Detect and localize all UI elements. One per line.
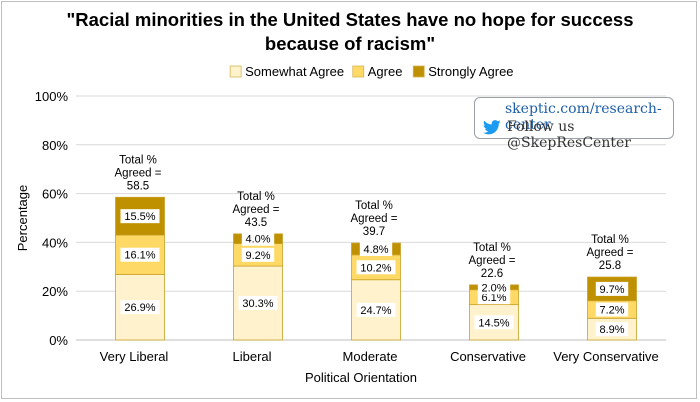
data-label-box	[241, 247, 275, 262]
y-tick-label: 40%	[42, 235, 68, 250]
total-label: 39.7	[363, 226, 385, 238]
total-label: Agreed =	[587, 247, 634, 259]
data-label: 16.1%	[124, 250, 155, 262]
data-label-box	[120, 209, 160, 224]
y-tick-label: 0%	[49, 333, 68, 348]
x-axis-label: Political Orientation	[305, 370, 417, 385]
x-tick-label: Very Liberal	[100, 349, 169, 364]
data-label: 9.7%	[599, 284, 624, 296]
total-label: 22.6	[481, 268, 503, 280]
x-tick-label: Liberal	[232, 349, 271, 364]
data-label-box	[595, 281, 629, 296]
badge-follow-text[interactable]: Follow us @SkepResCenter	[507, 119, 631, 151]
data-label-box	[356, 260, 396, 275]
data-label-box	[595, 322, 629, 337]
total-label: Agreed =	[233, 204, 280, 216]
attribution-badge[interactable]: skeptic.com/research-center Follow us @S…	[474, 97, 674, 151]
total-label: Total %	[355, 200, 393, 212]
total-label: Agreed =	[351, 213, 398, 225]
data-label: 10.2%	[360, 262, 391, 274]
total-label: Agreed =	[115, 167, 162, 179]
y-tick-label: 100%	[35, 89, 69, 104]
legend-label: Strongly Agree	[428, 64, 513, 79]
badge-url[interactable]: skeptic.com/research-center	[505, 101, 662, 133]
data-label-box	[241, 231, 275, 246]
data-label-box	[120, 300, 160, 315]
data-label: 24.7%	[360, 305, 391, 317]
total-label: 25.8	[599, 260, 621, 272]
y-tick-label: 80%	[42, 138, 68, 153]
total-label: 43.5	[245, 217, 267, 229]
legend-label: Agree	[368, 64, 403, 79]
total-label: Total %	[473, 242, 511, 254]
data-label: 14.5%	[478, 317, 509, 329]
data-label-box	[359, 241, 393, 256]
data-label-box	[477, 280, 511, 295]
data-label-box	[595, 302, 629, 317]
data-label-box	[120, 247, 160, 262]
data-label: 7.2%	[599, 305, 624, 317]
data-label: 30.3%	[242, 298, 273, 310]
data-label: 4.8%	[363, 244, 388, 256]
data-label-box	[356, 302, 396, 317]
y-tick-label: 20%	[42, 284, 68, 299]
total-label: Agreed =	[469, 255, 516, 267]
data-label: 2.0%	[481, 282, 506, 294]
y-tick-label: 60%	[42, 187, 68, 202]
y-axis-label: Percentage	[15, 185, 30, 252]
data-label-box	[238, 296, 278, 311]
data-label: 6.1%	[481, 292, 506, 304]
twitter-bird-icon	[483, 120, 501, 135]
x-tick-label: Very Conservative	[553, 349, 659, 364]
chart-title: "Racial minorities in the United States …	[66, 9, 634, 54]
data-label-box	[474, 315, 514, 330]
data-label: 9.2%	[245, 250, 270, 262]
total-label: 58.5	[127, 180, 149, 192]
legend-label: Somewhat Agree	[245, 64, 344, 79]
total-label: Total %	[119, 154, 157, 166]
total-label: Total %	[591, 234, 629, 246]
data-label: 4.0%	[245, 234, 270, 246]
legend-swatch	[412, 65, 425, 78]
legend-swatch	[229, 65, 242, 78]
total-label: Total %	[237, 191, 275, 203]
x-tick-label: Moderate	[343, 349, 398, 364]
legend-swatch	[352, 65, 365, 78]
x-tick-label: Conservative	[450, 349, 526, 364]
data-label: 26.9%	[124, 302, 155, 314]
data-label: 15.5%	[124, 211, 155, 223]
data-label: 8.9%	[599, 324, 624, 336]
